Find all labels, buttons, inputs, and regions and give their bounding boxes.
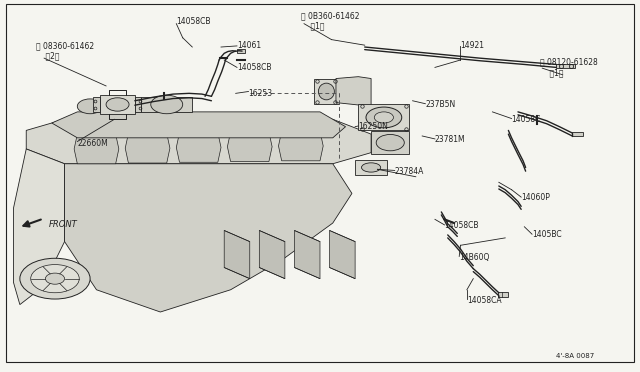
Text: 14058CB: 14058CB bbox=[445, 221, 479, 230]
Polygon shape bbox=[358, 105, 410, 131]
Polygon shape bbox=[176, 133, 221, 162]
Text: Ⓑ 08120-61628
    （1）: Ⓑ 08120-61628 （1） bbox=[540, 58, 598, 77]
Polygon shape bbox=[52, 112, 346, 138]
Polygon shape bbox=[278, 131, 323, 161]
Circle shape bbox=[77, 99, 103, 114]
Text: 14060P: 14060P bbox=[521, 193, 550, 202]
Text: 14058CB: 14058CB bbox=[176, 17, 211, 26]
Polygon shape bbox=[497, 292, 508, 297]
Polygon shape bbox=[141, 97, 192, 112]
Polygon shape bbox=[556, 64, 575, 68]
Text: 14058C: 14058C bbox=[511, 115, 541, 124]
Polygon shape bbox=[65, 164, 352, 312]
Polygon shape bbox=[100, 95, 135, 114]
Polygon shape bbox=[74, 134, 119, 164]
Text: 14058CB: 14058CB bbox=[237, 63, 271, 72]
Circle shape bbox=[366, 107, 402, 128]
Polygon shape bbox=[355, 160, 387, 175]
Circle shape bbox=[374, 112, 394, 123]
Circle shape bbox=[45, 273, 65, 284]
Polygon shape bbox=[294, 231, 320, 279]
Text: 4'-8A 0087: 4'-8A 0087 bbox=[556, 353, 595, 359]
Circle shape bbox=[20, 258, 90, 299]
Polygon shape bbox=[227, 132, 272, 161]
Text: 1405BC: 1405BC bbox=[532, 230, 562, 240]
Polygon shape bbox=[330, 231, 355, 279]
Polygon shape bbox=[135, 97, 141, 112]
Polygon shape bbox=[572, 132, 583, 136]
Text: FRONT: FRONT bbox=[49, 221, 77, 230]
Text: Ⓢ 08360-61462
    （2）: Ⓢ 08360-61462 （2） bbox=[36, 41, 94, 60]
Polygon shape bbox=[93, 97, 100, 112]
Circle shape bbox=[151, 95, 182, 114]
Text: 14058CA: 14058CA bbox=[467, 296, 502, 305]
Circle shape bbox=[376, 135, 404, 151]
Text: 22660M: 22660M bbox=[77, 139, 108, 148]
Ellipse shape bbox=[362, 163, 381, 172]
Circle shape bbox=[106, 98, 129, 111]
Polygon shape bbox=[314, 78, 339, 105]
Polygon shape bbox=[259, 231, 285, 279]
Polygon shape bbox=[26, 119, 371, 164]
Text: 14921: 14921 bbox=[461, 41, 484, 50]
Ellipse shape bbox=[319, 83, 334, 100]
Text: 14061: 14061 bbox=[237, 41, 261, 50]
Circle shape bbox=[31, 264, 79, 293]
Text: 16253: 16253 bbox=[248, 89, 273, 98]
Text: 23781M: 23781M bbox=[435, 135, 465, 144]
Polygon shape bbox=[224, 231, 250, 279]
Text: Ⓢ 0B360-61462
    （1）: Ⓢ 0B360-61462 （1） bbox=[301, 12, 359, 31]
Text: 14B60Q: 14B60Q bbox=[460, 253, 490, 262]
Text: 16250N: 16250N bbox=[358, 122, 388, 131]
Polygon shape bbox=[125, 134, 170, 163]
Polygon shape bbox=[237, 49, 244, 52]
Polygon shape bbox=[13, 149, 65, 305]
Text: 23784A: 23784A bbox=[395, 167, 424, 176]
Text: 237B5N: 237B5N bbox=[426, 100, 456, 109]
Polygon shape bbox=[371, 131, 410, 154]
Polygon shape bbox=[336, 77, 371, 106]
